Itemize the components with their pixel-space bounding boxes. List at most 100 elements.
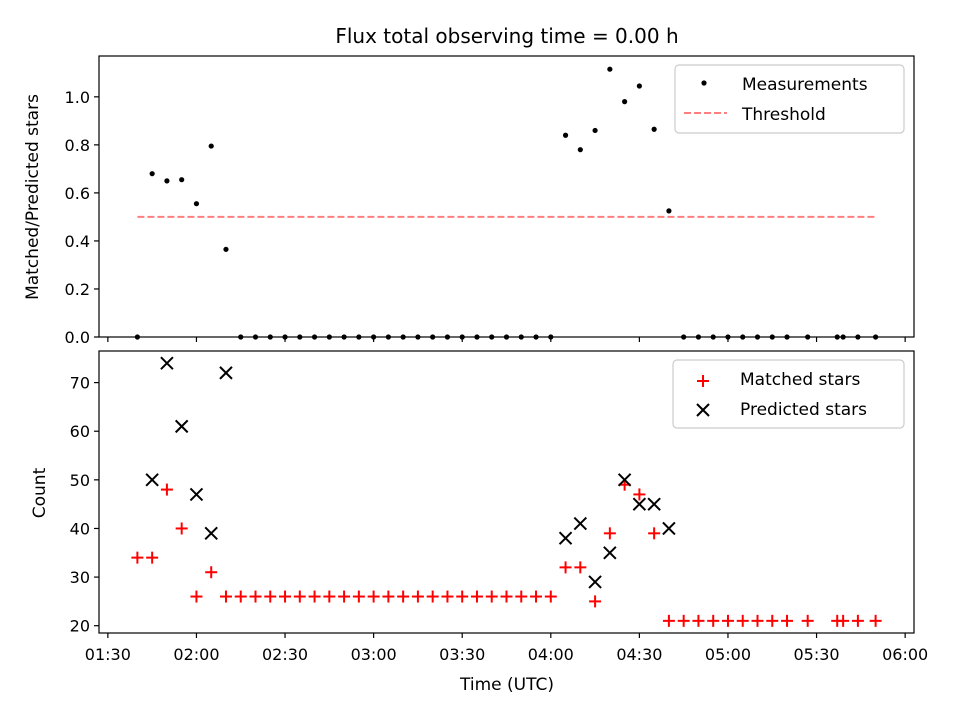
chart-title: Flux total observing time = 0.00 h bbox=[335, 24, 678, 48]
matched-star-point bbox=[131, 551, 144, 564]
matched-star-point bbox=[801, 614, 814, 627]
predicted-star-point bbox=[603, 546, 617, 560]
legend-matched-label: Matched stars bbox=[740, 370, 860, 390]
measurement-point bbox=[518, 334, 524, 340]
top-panel: 0.0 0.2 0.4 0.6 0.8 1.0 Matched/Predicted sta… bbox=[23, 55, 915, 347]
bottom-legend: Matched stars Predicted stars bbox=[672, 359, 905, 429]
measurement-point bbox=[651, 126, 657, 132]
top-y-tick-label: 0.4 bbox=[65, 232, 90, 251]
legend-predicted-marker bbox=[696, 403, 710, 417]
measurement-point bbox=[267, 334, 273, 340]
matched-star-point bbox=[293, 590, 306, 603]
predicted-star-point bbox=[204, 526, 218, 541]
top-y-tick-label: 0.0 bbox=[65, 328, 90, 347]
bottom-panel: 20 30 40 50 60 70 01:30 02:00 02:30 03:00 03:30 04… bbox=[30, 350, 928, 695]
matched-star-point bbox=[190, 590, 203, 603]
measurement-point bbox=[134, 334, 140, 340]
measurement-point bbox=[282, 334, 288, 340]
measurement-point bbox=[873, 334, 879, 340]
measurement-point bbox=[725, 334, 731, 340]
measurement-point bbox=[311, 334, 318, 340]
measurement-point bbox=[193, 201, 200, 207]
matched-star-point bbox=[485, 590, 498, 603]
measurement-point bbox=[769, 334, 775, 340]
bottom-x-axis: 01:30 02:00 02:30 03:00 03:30 04:00 04:30 05:00… bbox=[85, 633, 928, 664]
measurement-point bbox=[636, 83, 642, 89]
measurement-point bbox=[592, 127, 598, 134]
measurement-point bbox=[681, 334, 687, 340]
measurement-point bbox=[149, 171, 155, 177]
matched-star-point bbox=[456, 590, 469, 603]
measurement-point bbox=[252, 334, 259, 340]
matched-star-point bbox=[574, 561, 587, 574]
predicted-star-point bbox=[219, 366, 233, 380]
top-y-tick-label: 0.2 bbox=[65, 280, 90, 299]
matched-star-point bbox=[397, 590, 410, 603]
matched-star-point bbox=[530, 590, 543, 603]
measurement-point bbox=[548, 334, 554, 340]
matched-star-point bbox=[662, 614, 675, 627]
predicted-star-point bbox=[160, 356, 174, 370]
measurement-point bbox=[400, 334, 406, 340]
measurement-point bbox=[297, 334, 303, 340]
matched-star-point bbox=[160, 483, 173, 496]
matched-star-point bbox=[751, 614, 764, 627]
matched-star-point bbox=[308, 590, 321, 603]
measurement-point bbox=[164, 178, 170, 184]
measurement-point bbox=[326, 334, 332, 340]
predicted-star-point bbox=[647, 497, 661, 511]
predicted-star-point bbox=[558, 531, 573, 545]
measurement-point bbox=[489, 334, 495, 340]
matched-star-point bbox=[352, 590, 365, 603]
x-tick-label: 03:30 bbox=[439, 645, 485, 664]
measurement-point bbox=[430, 334, 436, 340]
measurement-point bbox=[444, 334, 451, 340]
bottom-y-tick-label: 20 bbox=[70, 617, 90, 636]
predicted-star-point bbox=[588, 575, 602, 589]
matched-star-point bbox=[500, 590, 513, 603]
matched-star-point bbox=[677, 614, 690, 627]
matched-star-point bbox=[175, 522, 188, 535]
matched-star-point bbox=[323, 590, 336, 603]
matched-star-point bbox=[279, 590, 292, 603]
measurement-point bbox=[341, 334, 347, 340]
measurement-point bbox=[562, 132, 569, 138]
bottom-y-axis: 20 30 40 50 60 70 bbox=[70, 374, 99, 636]
matched-star-point bbox=[869, 614, 882, 627]
matched-star-point bbox=[219, 590, 232, 603]
top-y-axis: 0.0 0.2 0.4 0.6 0.8 1.0 bbox=[65, 88, 99, 347]
measurement-point bbox=[840, 334, 846, 340]
bottom-data-marks bbox=[131, 356, 882, 627]
x-tick-label: 01:30 bbox=[85, 645, 131, 664]
top-y-axis-label: Matched/Predicted stars bbox=[23, 94, 43, 300]
predicted-star-point bbox=[174, 419, 189, 434]
measurement-point bbox=[474, 334, 480, 340]
matched-star-point bbox=[559, 561, 572, 574]
matched-star-point bbox=[264, 590, 277, 603]
measurement-point bbox=[385, 334, 391, 340]
bottom-y-tick-label: 40 bbox=[70, 519, 90, 538]
legend-threshold-label: Threshold bbox=[741, 105, 826, 125]
matched-star-point bbox=[249, 590, 262, 603]
measurement-point bbox=[740, 334, 746, 340]
predicted-star-point bbox=[617, 473, 632, 487]
measurement-point bbox=[459, 334, 465, 340]
top-y-tick-label: 0.8 bbox=[65, 136, 90, 155]
measurement-point bbox=[754, 334, 761, 340]
measurement-point bbox=[834, 334, 840, 340]
measurement-point bbox=[666, 208, 672, 214]
top-y-tick-label: 1.0 bbox=[65, 88, 90, 107]
measurement-point bbox=[223, 246, 229, 252]
matched-star-point bbox=[721, 614, 734, 627]
measurement-point bbox=[356, 334, 362, 340]
x-tick-label: 03:00 bbox=[351, 645, 397, 664]
matched-star-point bbox=[544, 590, 557, 603]
bottom-y-tick-label: 50 bbox=[70, 471, 90, 490]
bottom-y-tick-label: 60 bbox=[70, 422, 90, 441]
x-tick-label: 02:00 bbox=[173, 645, 219, 664]
matched-star-point bbox=[367, 590, 380, 603]
bottom-y-axis-label: Count bbox=[30, 467, 50, 518]
legend-matched-marker bbox=[697, 375, 709, 387]
measurement-point bbox=[784, 334, 790, 340]
